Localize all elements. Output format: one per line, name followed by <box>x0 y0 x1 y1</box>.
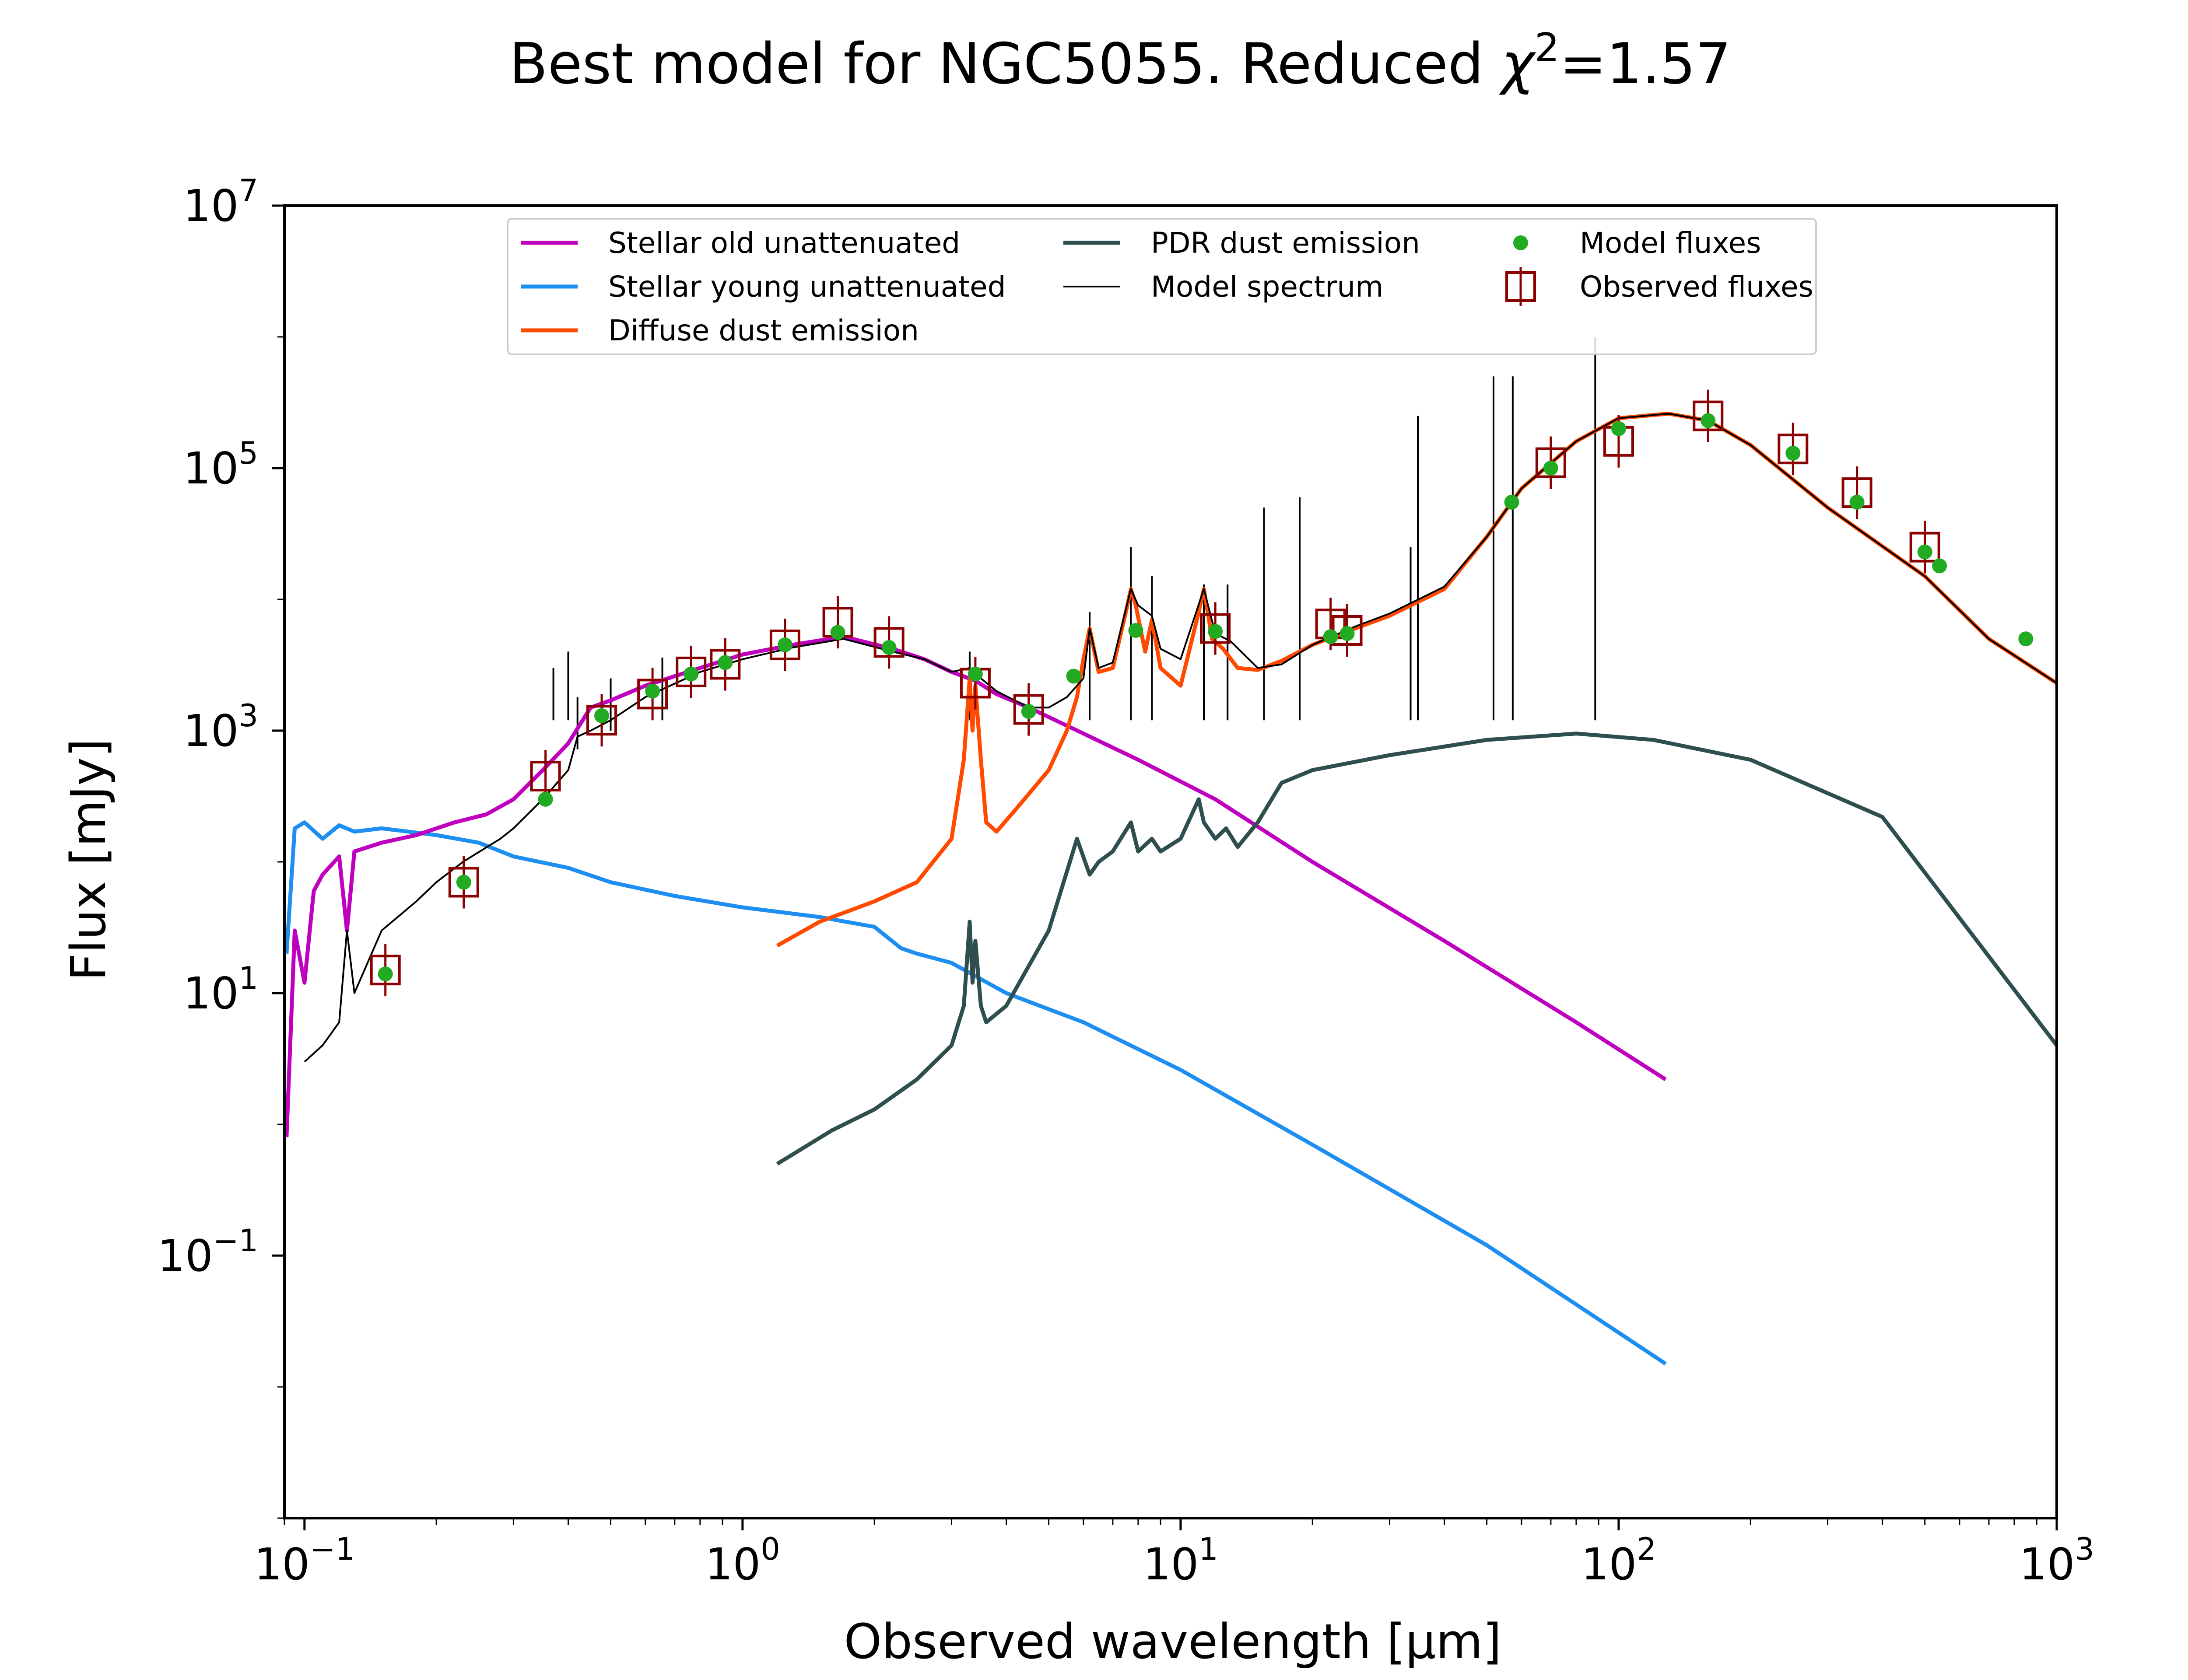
x-axis-label: Observed wavelength [μm] <box>844 1614 1502 1670</box>
legend-box <box>507 218 1817 355</box>
model-flux-point <box>1932 558 1947 574</box>
observed-flux-marker <box>1778 434 1809 465</box>
legend: Stellar old unattenuated Stellar young un… <box>507 218 1817 355</box>
model-flux-point <box>1323 629 1338 644</box>
model-flux-point <box>456 875 471 890</box>
y-tick-label: 103 <box>183 698 258 756</box>
series-stellar-young-unattenuated <box>284 820 1667 1365</box>
model-flux-point <box>1701 413 1716 428</box>
model-flux-point <box>1208 624 1223 639</box>
y-tick-label: 10−1 <box>158 1223 258 1281</box>
observed-flux-marker <box>586 705 617 736</box>
legend-stellar-old-unattenuated-label: Stellar old unattenuated <box>608 226 960 260</box>
model-flux-point <box>1128 623 1143 638</box>
x-tick-label: 101 <box>1143 1531 1218 1590</box>
observed-flux-marker <box>370 955 401 986</box>
model-flux-point <box>1021 704 1036 719</box>
model-flux-point <box>684 666 699 682</box>
model-flux-point <box>881 640 897 655</box>
series-model-spectrum <box>304 413 2057 1063</box>
model-flux-point <box>378 966 393 982</box>
legend-model-fluxes-label: Model fluxes <box>1580 226 1761 260</box>
chart-title: Best model for NGC5055. Reduced χ2=1.57 <box>509 25 1731 97</box>
model-flux-point <box>645 683 660 699</box>
observed-flux-marker <box>448 867 479 898</box>
observed-flux-marker <box>530 761 561 792</box>
model-flux-point <box>1543 461 1558 476</box>
y-axis: 10−1 101 103 105 107 <box>158 173 284 1519</box>
y-axis-label: Flux [mJy] <box>60 738 116 981</box>
y-tick-label: 105 <box>183 435 258 494</box>
x-tick-label: 10−1 <box>254 1531 355 1590</box>
y-tick-label: 101 <box>183 960 258 1019</box>
model-flux-point <box>1339 626 1355 641</box>
observed-flux-marker <box>1693 400 1724 431</box>
model-flux-point <box>1785 445 1801 461</box>
observed-flux-marker <box>1013 694 1044 725</box>
model-flux-point <box>777 637 792 653</box>
data-layer <box>284 337 2057 1365</box>
legend-model-fluxes-swatch <box>1513 235 1528 250</box>
y-tick-label: 107 <box>183 173 258 231</box>
legend-diffuse-dust-emission-label: Diffuse dust emission <box>608 314 919 347</box>
observed-flux-marker <box>1909 532 1940 563</box>
plot-frame <box>283 204 2058 1519</box>
x-axis: 10−1 100 101 102 103 <box>254 1518 2094 1590</box>
legend-pdr-dust-emission-label: PDR dust emission <box>1151 226 1420 260</box>
observed-flux-marker <box>873 627 905 658</box>
model-flux-point <box>830 625 845 640</box>
plot-area <box>283 204 2058 1519</box>
model-flux-point <box>1917 544 1932 560</box>
observed-flux-marker <box>710 649 741 680</box>
legend-model-spectrum-label: Model spectrum <box>1151 270 1383 304</box>
model-flux-point <box>594 708 610 723</box>
model-flux-point <box>1849 494 1865 510</box>
x-tick-label: 103 <box>2019 1531 2094 1590</box>
model-flux-point <box>1066 668 1081 684</box>
observed-flux-marker <box>1200 613 1231 644</box>
x-tick-label: 102 <box>1581 1531 1656 1590</box>
observed-flux-marker <box>676 656 707 687</box>
series-pdr-dust-emission <box>776 732 2057 1166</box>
observed-flux-marker <box>1535 447 1566 478</box>
observed-flux-marker <box>769 630 800 661</box>
series-stellar-old-unattenuated <box>284 634 1667 1138</box>
legend-observed-fluxes-swatch <box>1505 271 1536 302</box>
legend-stellar-young-unattenuated-label: Stellar young unattenuated <box>608 270 1006 304</box>
x-tick-label: 100 <box>705 1531 780 1590</box>
model-flux-point <box>968 666 983 682</box>
model-flux-point <box>1504 494 1519 510</box>
model-flux-point <box>1611 421 1626 436</box>
model-flux-point <box>538 791 553 807</box>
model-flux-point <box>2018 631 2034 647</box>
observed-flux-marker <box>637 679 668 710</box>
legend-observed-fluxes-label: Observed fluxes <box>1580 270 1813 304</box>
model-flux-point <box>718 655 733 670</box>
